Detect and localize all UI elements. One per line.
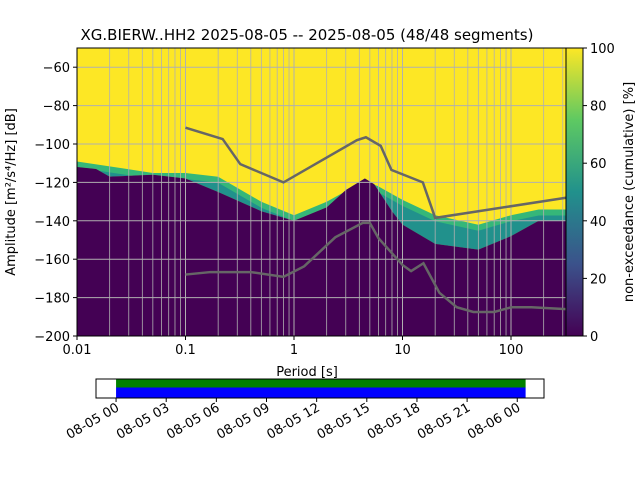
y-tick-label: −120 — [34, 176, 70, 191]
noise-models — [185, 126, 567, 314]
y-axis-label: Amplitude [m²/s⁴/Hz] [dB] — [4, 108, 19, 276]
x-tick-label: 0.1 — [175, 343, 196, 358]
time-tick-label: 08-05 03 — [114, 400, 172, 442]
y-tick-label: −140 — [34, 215, 70, 230]
x-tick-label: 1 — [290, 343, 298, 358]
x-tick-label: 0.01 — [63, 343, 92, 358]
x-axis-label: Period [s] — [276, 365, 338, 380]
y-tick-label: −160 — [34, 253, 70, 268]
plot-area — [77, 48, 566, 336]
colorbar-ticks: 0 20 40 60 80 100 — [583, 42, 615, 345]
y-tick-label: −200 — [34, 330, 70, 345]
y-tick-label: −80 — [43, 100, 70, 115]
colorbar-tick-label: 80 — [590, 100, 607, 115]
coverage-frame — [95, 378, 545, 399]
time-tick-label: 08-05 18 — [365, 400, 423, 442]
time-tick-label: 08-06 00 — [465, 400, 523, 442]
x-tick-label: 10 — [394, 343, 411, 358]
colorbar-tick-label: 60 — [590, 157, 607, 172]
time-tick-label: 08-05 06 — [164, 400, 222, 442]
time-tick-label: 08-05 12 — [265, 400, 323, 442]
time-tick-label: 08-05 21 — [415, 400, 473, 442]
time-tick-label: 08-05 15 — [315, 400, 373, 442]
colorbar-label: non-exceedance (cumulative) [%] — [622, 82, 637, 302]
time-tick-label: 08-05 00 — [64, 400, 122, 442]
chart-title: XG.BIERW..HH2 2025-08-05 -- 2025-08-05 (… — [81, 26, 534, 44]
coverage-processed-bar — [116, 387, 526, 398]
y-ticks: −60 −80 −100 −120 −140 −160 −180 −200 — [34, 61, 77, 345]
y-tick-label: −60 — [43, 61, 70, 76]
colorbar-tick-label: 100 — [590, 42, 615, 57]
colorbar-tick-label: 20 — [590, 272, 607, 287]
low-noise-model-line — [185, 221, 567, 314]
y-tick-label: −100 — [34, 138, 70, 153]
colorbar — [565, 47, 584, 337]
heatmap-mid-band — [77, 167, 566, 250]
grid — [76, 48, 566, 337]
time-tick-label: 08-05 09 — [214, 400, 272, 442]
high-noise-model-line — [185, 126, 567, 220]
colorbar-tick-label: 40 — [590, 215, 607, 230]
colorbar-tick-label: 0 — [590, 330, 598, 345]
x-ticks: 0.01 0.1 1 10 100 — [63, 336, 524, 358]
y-tick-label: −180 — [34, 292, 70, 307]
coverage-data-bar — [116, 379, 526, 388]
x-tick-label: 100 — [499, 343, 524, 358]
